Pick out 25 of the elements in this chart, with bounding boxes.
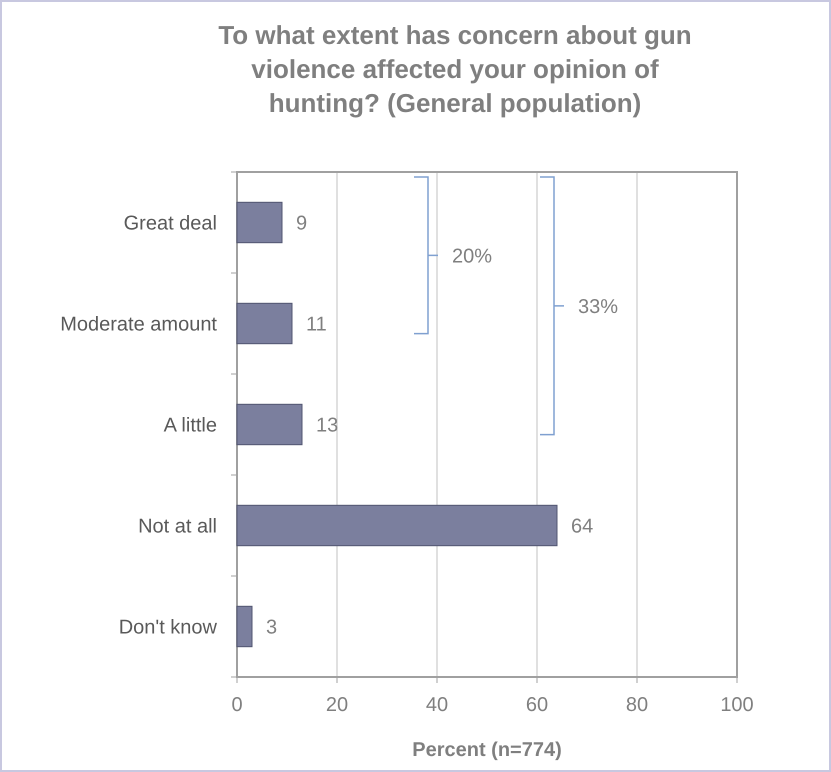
x-tick-label: 40	[426, 694, 448, 716]
y-tick-label: Not at all	[138, 516, 217, 538]
x-tick-label: 0	[231, 694, 243, 716]
x-tick-label: 20	[326, 694, 348, 716]
bar	[236, 404, 302, 446]
bar	[236, 302, 292, 344]
annotation: 33%	[578, 296, 618, 318]
chart-title: To what extent has concern about gun violence affected your opinion of hunting? (General population)	[218, 20, 692, 118]
y-tick-label: Don't know	[118, 616, 218, 638]
x-tick-label: 80	[626, 694, 648, 716]
bar	[236, 606, 252, 648]
bar	[236, 504, 558, 546]
x-tick-label: 100	[720, 694, 754, 716]
data-label: 64	[571, 516, 594, 538]
y-tick-label: A little	[164, 414, 217, 436]
y-tick-label: Moderate amount	[60, 314, 218, 336]
data-label: 9	[296, 212, 308, 234]
bar	[236, 202, 282, 244]
data-label: 3	[266, 616, 278, 638]
x-tick-label: 60	[526, 694, 548, 716]
data-label: 11	[306, 314, 327, 336]
data-label: 13	[316, 414, 338, 436]
annotation: 20%	[452, 245, 492, 268]
x-axis-title: Percent (n=774)	[412, 739, 562, 761]
y-tick-label: Great deal	[124, 212, 217, 234]
